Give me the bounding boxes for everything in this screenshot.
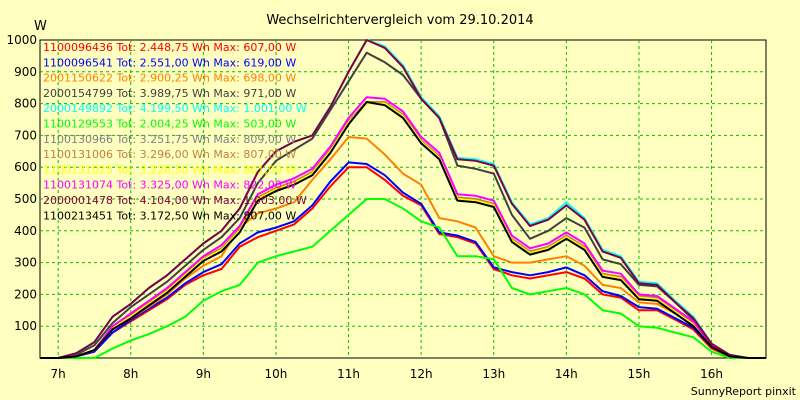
series-line-4 <box>40 51 766 359</box>
y-axis-ticks: 100 200 300 400 500 600 700 800 900 1000 <box>6 33 37 333</box>
series-line-10 <box>40 96 766 359</box>
legend-item-2: 1100096541 Tot: 2.551,00 Wh Max: 619,00 … <box>43 56 296 69</box>
legend-item-4: 2000154799 Tot: 3.989,75 Wh Max: 971,00 … <box>43 87 296 100</box>
y-tick-label: 1000 <box>6 33 37 47</box>
y-tick-label: 300 <box>14 256 37 270</box>
legend-item-8: 1100131006 Tot: 3.296,00 Wh Max: 807,00 … <box>43 148 296 161</box>
y-tick-label: 200 <box>14 287 37 301</box>
y-tick-label: 500 <box>14 192 37 206</box>
x-tick-label: 14h <box>555 367 578 381</box>
y-tick-label: 100 <box>14 319 37 333</box>
legend-item-9: 1100131025 Tot: 3.228,50 Wh Max: 801,00 … <box>43 163 296 176</box>
x-tick-label: 13h <box>482 367 505 381</box>
y-tick-label: 900 <box>14 65 37 79</box>
footer-credit: SunnyReport pinxit <box>691 385 797 398</box>
x-tick-label: 8h <box>123 367 138 381</box>
legend-item-7: 1100130966 Tot: 3.251,75 Wh Max: 809,00 … <box>43 133 296 146</box>
x-tick-label: 12h <box>410 367 433 381</box>
x-tick-label: 10h <box>265 367 288 381</box>
series-line-9 <box>40 102 766 359</box>
x-tick-label: 16h <box>700 367 723 381</box>
series-line-1 <box>40 166 766 359</box>
x-tick-label: 9h <box>196 367 211 381</box>
series-line-6 <box>40 198 766 359</box>
legend-item-5: 2000149892 Tot: 4.199,50 Wh Max: 1.001,0… <box>43 102 307 115</box>
series-line-8 <box>40 101 766 359</box>
series-line-11 <box>40 39 766 359</box>
legend: 1100096436 Tot: 2.448,75 Wh Max: 607,00 … <box>43 41 307 222</box>
legend-item-12: 1100213451 Tot: 3.172,50 Wh Max: 807,00 … <box>43 209 296 222</box>
chart-title: Wechselrichtervergleich vom 29.10.2014 <box>266 13 533 28</box>
series-line-12 <box>40 101 766 359</box>
series-line-2 <box>40 161 766 359</box>
series-line-3 <box>40 136 766 359</box>
legend-item-6: 1100129553 Tot: 2.004,25 Wh Max: 503,00 … <box>43 118 296 131</box>
x-axis-ticks: 7h 8h 9h 10h 11h 12h 13h 14h 15h 16h <box>51 367 723 381</box>
y-tick-label: 800 <box>14 97 37 111</box>
y-tick-label: 400 <box>14 224 37 238</box>
legend-item-10: 1100131074 Tot: 3.325,00 Wh Max: 822,00 … <box>43 179 296 192</box>
y-tick-label: 700 <box>14 128 37 142</box>
legend-item-1: 1100096436 Tot: 2.448,75 Wh Max: 607,00 … <box>43 41 296 54</box>
x-tick-label: 11h <box>337 367 360 381</box>
y-tick-label: 600 <box>14 160 37 174</box>
x-tick-label: 15h <box>628 367 651 381</box>
x-tick-label: 7h <box>51 367 66 381</box>
legend-item-11: 2000001478 Tot: 4.104,00 Wh Max: 1.003,0… <box>43 194 307 207</box>
series-lines <box>40 39 766 359</box>
legend-item-3: 2001150622 Tot: 2.900,25 Wh Max: 698,00 … <box>43 72 296 85</box>
y-axis-unit: W <box>34 19 47 34</box>
